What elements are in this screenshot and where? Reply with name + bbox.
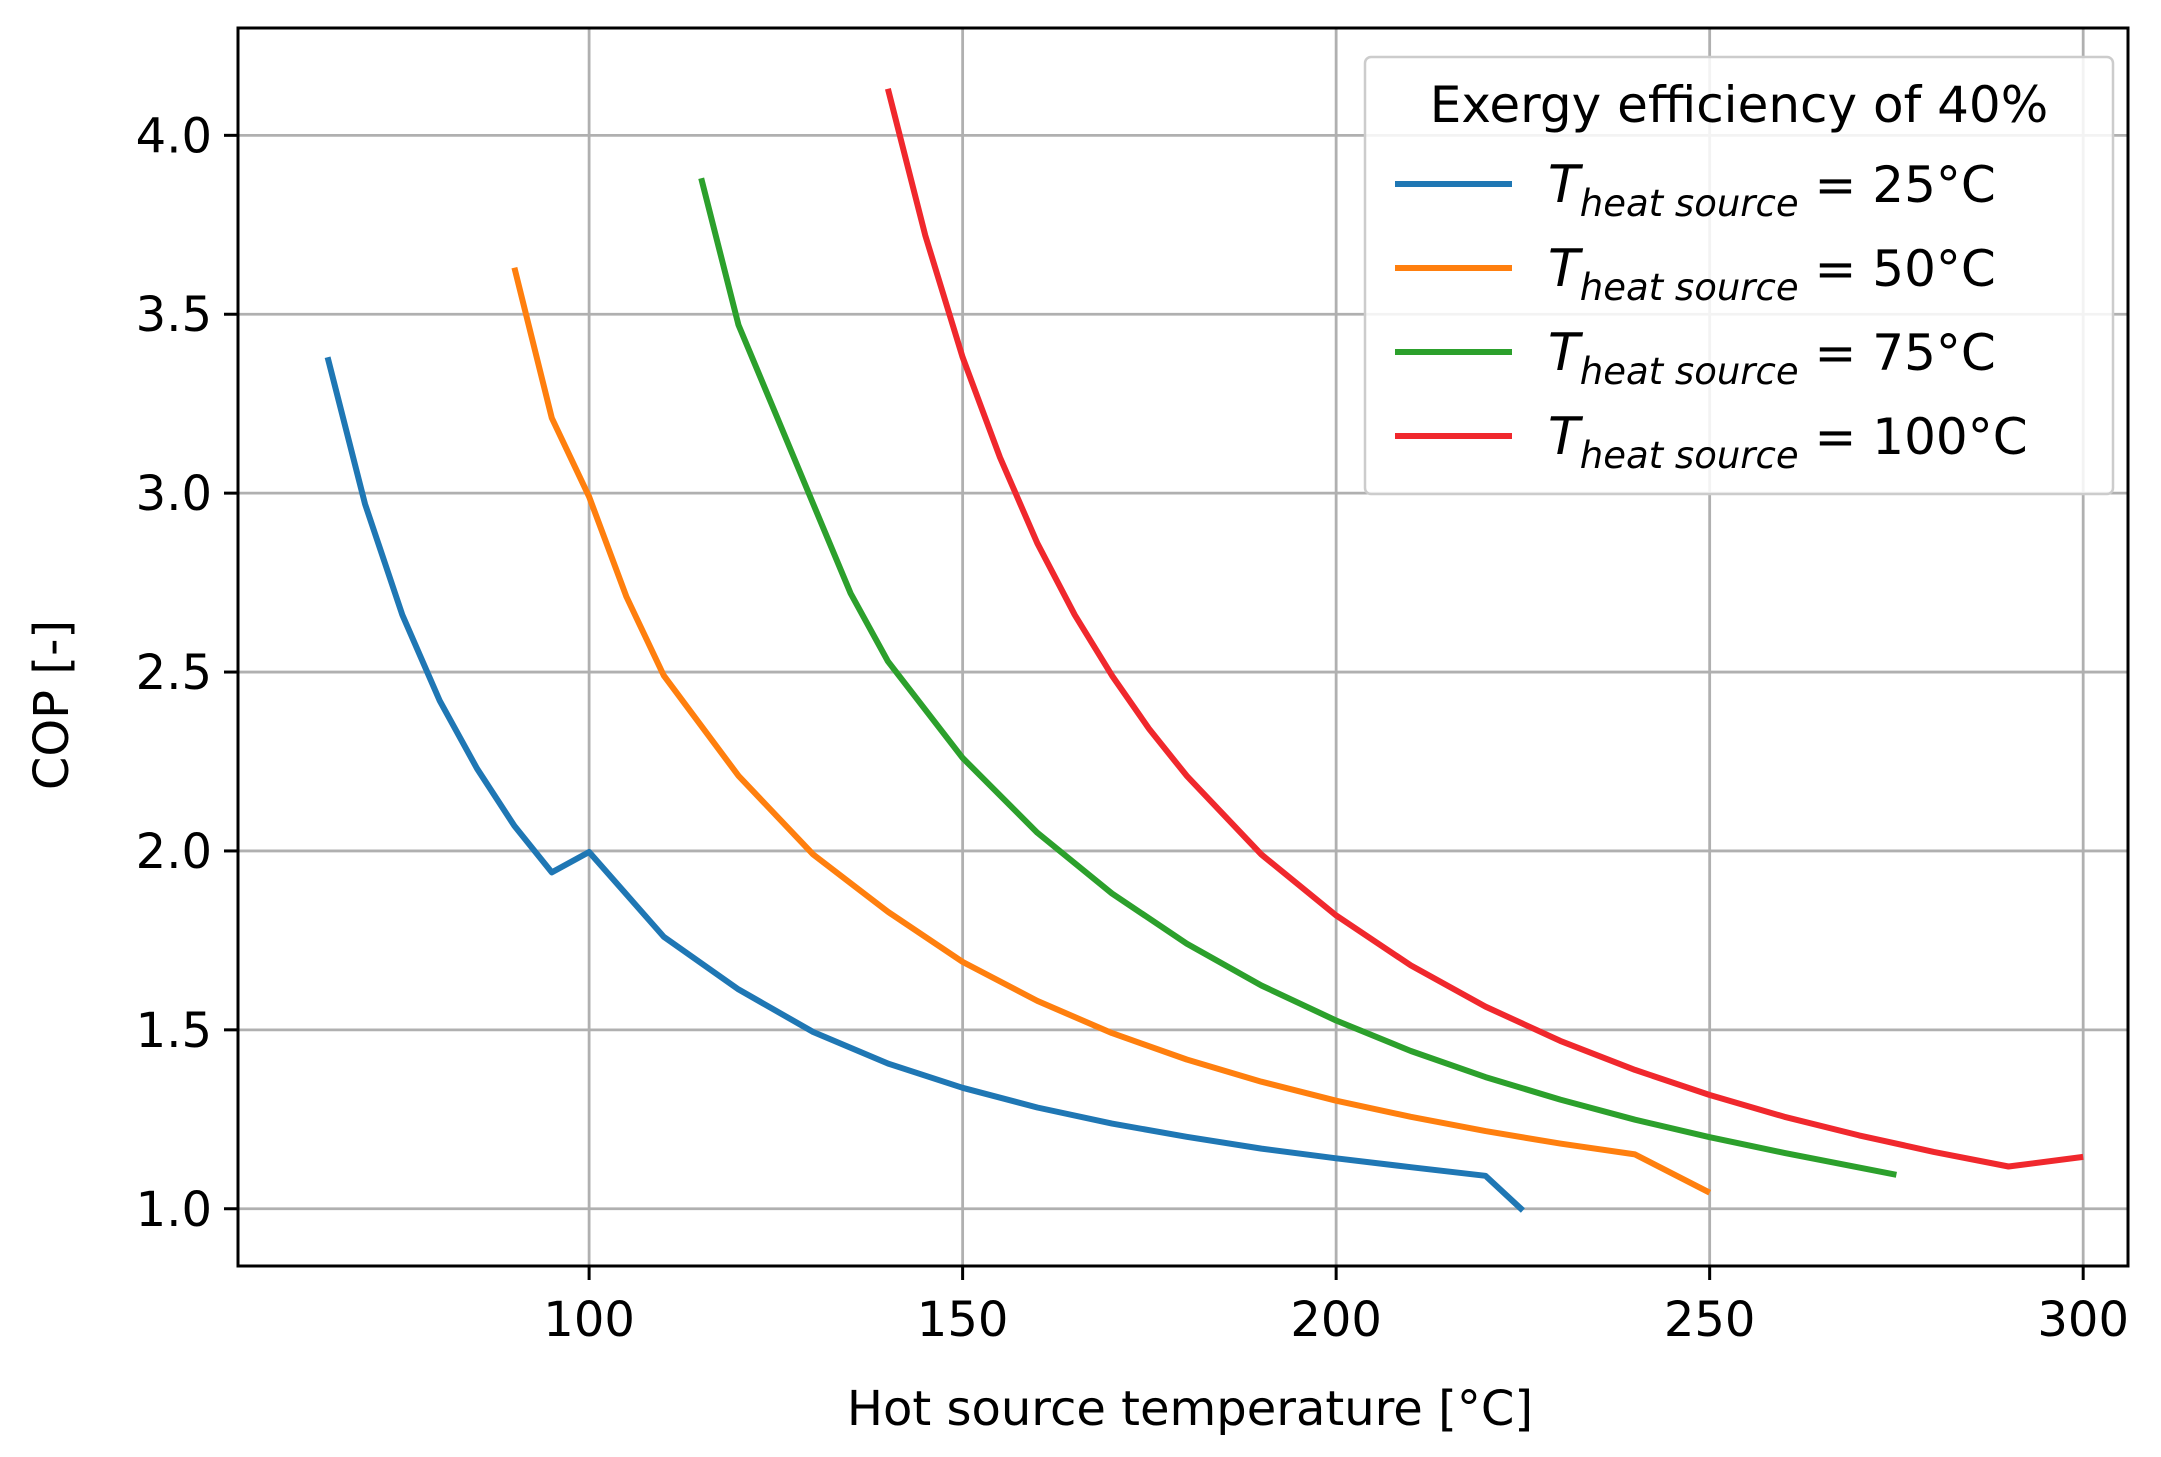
legend-label-50c: Theat source = 50°C xyxy=(1548,239,1996,309)
series-line-50c xyxy=(511,266,1712,1196)
y-tick-label: 2.5 xyxy=(136,645,212,701)
x-tick-label: 200 xyxy=(1290,1292,1382,1348)
x-tick-label: 250 xyxy=(1664,1292,1756,1348)
series-line-25c xyxy=(324,356,1525,1213)
y-tick-label: 2.0 xyxy=(136,824,212,880)
legend-title: Exergy efficiency of 40% xyxy=(1430,76,2048,134)
y-tick-label: 4.0 xyxy=(136,108,212,164)
series-lines xyxy=(324,88,2084,1213)
y-tick-label: 1.0 xyxy=(136,1182,212,1238)
y-tick-label: 1.5 xyxy=(136,1003,212,1059)
legend-label-100c: Theat source = 100°C xyxy=(1548,407,2028,477)
tick-labels: 100 150 200 250 300 1.0 1.5 2.0 2.5 3.0 3.5 4.0 xyxy=(136,108,2129,1348)
axes xyxy=(224,26,2130,1280)
y-axis-label: COP [-] xyxy=(24,620,80,790)
y-tick-label: 3.0 xyxy=(136,466,212,522)
legend-box xyxy=(1363,55,2115,496)
x-tick-label: 150 xyxy=(917,1292,1009,1348)
x-tick-label: 300 xyxy=(2037,1292,2129,1348)
series-line-75c xyxy=(698,177,1897,1178)
x-axis-label: Hot source temperature [°C] xyxy=(847,1381,1533,1437)
x-tick-label: 100 xyxy=(543,1292,635,1348)
legend: Exergy efficiency of 40% Theat source = … xyxy=(1363,55,2115,496)
y-tick-label: 3.5 xyxy=(136,287,212,343)
legend-label-75c: Theat source = 75°C xyxy=(1548,323,1996,393)
plot-frame xyxy=(236,26,2130,1268)
legend-label-25c: Theat source = 25°C xyxy=(1548,155,1996,225)
series-line-100c xyxy=(884,88,2084,1170)
